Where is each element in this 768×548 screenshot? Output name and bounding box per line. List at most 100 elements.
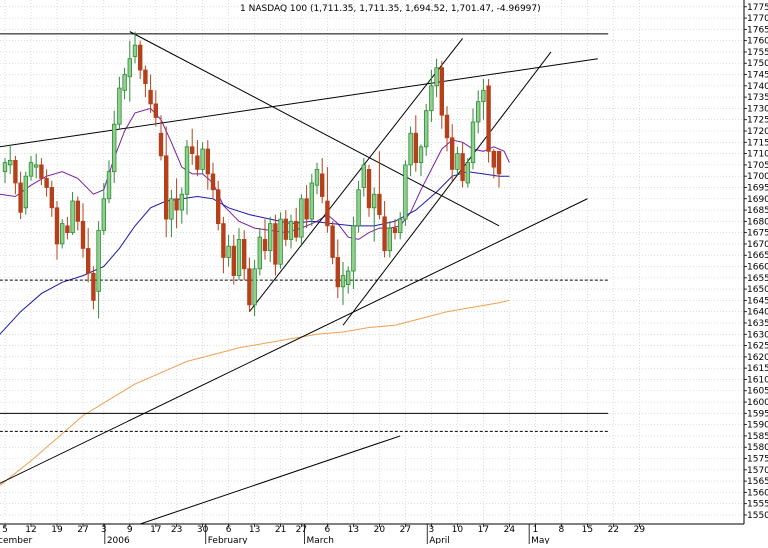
xtick-label: 10 [452,525,464,535]
month-label: February [208,536,249,544]
candle-body [158,132,164,157]
candle-body [44,178,49,188]
ytick-label: 1620 [747,353,768,363]
ytick-label: 1590 [747,421,768,431]
ytick-label: 1580 [747,443,768,453]
candle-body [34,164,39,168]
candle-body [70,200,75,234]
candle-body [143,69,148,84]
month-label: May [531,536,550,544]
candle-body [200,148,205,170]
xtick-label: 22 [608,525,619,535]
candle-body [210,173,216,191]
candle-body [153,103,158,118]
ytick-label: 1740 [747,82,768,92]
xtick-label: 15 [582,525,593,535]
candle-body [475,101,481,123]
ytick-label: 1660 [747,263,768,273]
ytick-label: 1630 [747,330,768,340]
ytick-label: 1665 [747,251,768,261]
ytick-label: 1760 [747,37,768,47]
ytick-label: 1715 [747,138,768,148]
candle-body [288,220,294,240]
xtick-label: 27 [296,525,307,535]
candle-body [226,245,231,258]
ytick-label: 1685 [747,206,768,216]
candle-body [189,146,195,154]
xtick-label: 1 [533,525,539,535]
xtick-label: 3 [101,525,107,535]
candle-body [434,67,439,87]
ytick-label: 1770 [747,14,768,24]
candle-body [174,198,179,211]
candle-body [340,275,346,288]
candle-body [257,236,262,270]
candle-body [408,132,413,166]
ytick-label: 1735 [747,93,768,103]
xtick-label: 9 [127,525,133,535]
xtick-label: 3 [429,525,435,535]
candle-body [418,146,424,164]
tl-rising-support [0,198,588,484]
candle-body [273,223,278,265]
candle-body [278,218,283,265]
candle-body [148,89,153,105]
candle-body [470,121,476,164]
candle-body [491,150,496,168]
candle-body [460,153,465,182]
tl-channel-lower [249,38,463,312]
ytick-label: 1720 [747,127,768,137]
ytick-label: 1755 [747,48,768,58]
candle-body [221,223,226,258]
candle-body [299,198,304,238]
ytick-label: 1610 [747,375,768,385]
xtick-label: 23 [171,525,182,535]
candle-body [465,162,470,184]
month-label: April [429,536,450,544]
candlestick-layer [2,31,502,319]
candle-body [449,137,455,170]
candle-body [314,168,320,186]
ytick-label: 1705 [747,161,768,171]
candle-body [387,227,392,252]
ytick-label: 1565 [747,477,768,487]
candle-body [54,207,60,245]
candle-body [117,87,122,125]
candle-body [382,216,387,252]
candle-body [91,272,96,301]
candle-body [28,162,34,177]
xtick-label: 6 [325,525,331,535]
candle-body [205,148,210,175]
candle-body [13,159,18,184]
ytick-label: 1775 [747,3,768,13]
candle-body [18,182,23,213]
xtick-label: 19 [51,525,63,535]
ytick-label: 1680 [747,217,768,227]
candle-body [127,58,132,78]
ytick-label: 1555 [747,500,768,510]
candle-body [23,175,28,209]
candle-body [122,74,127,91]
xtick-label: 24 [504,525,516,535]
ytick-label: 1615 [747,364,768,374]
candle-body [330,225,335,258]
ytick-label: 1690 [747,195,768,205]
ytick-label: 1600 [747,398,768,408]
candle-body [267,223,273,252]
candle-body [137,44,143,71]
candle-body [283,218,288,240]
candle-body [423,110,429,148]
candle-body [496,150,502,175]
xtick-label: 6 [226,525,232,535]
candle-body [106,171,112,200]
xtick-label: 21 [275,525,286,535]
ytick-label: 1570 [747,466,768,476]
ytick-label: 1655 [747,274,768,284]
candle-body [455,153,460,170]
candle-body [247,268,252,306]
month-label: March [307,536,334,544]
candle-body [377,193,382,215]
